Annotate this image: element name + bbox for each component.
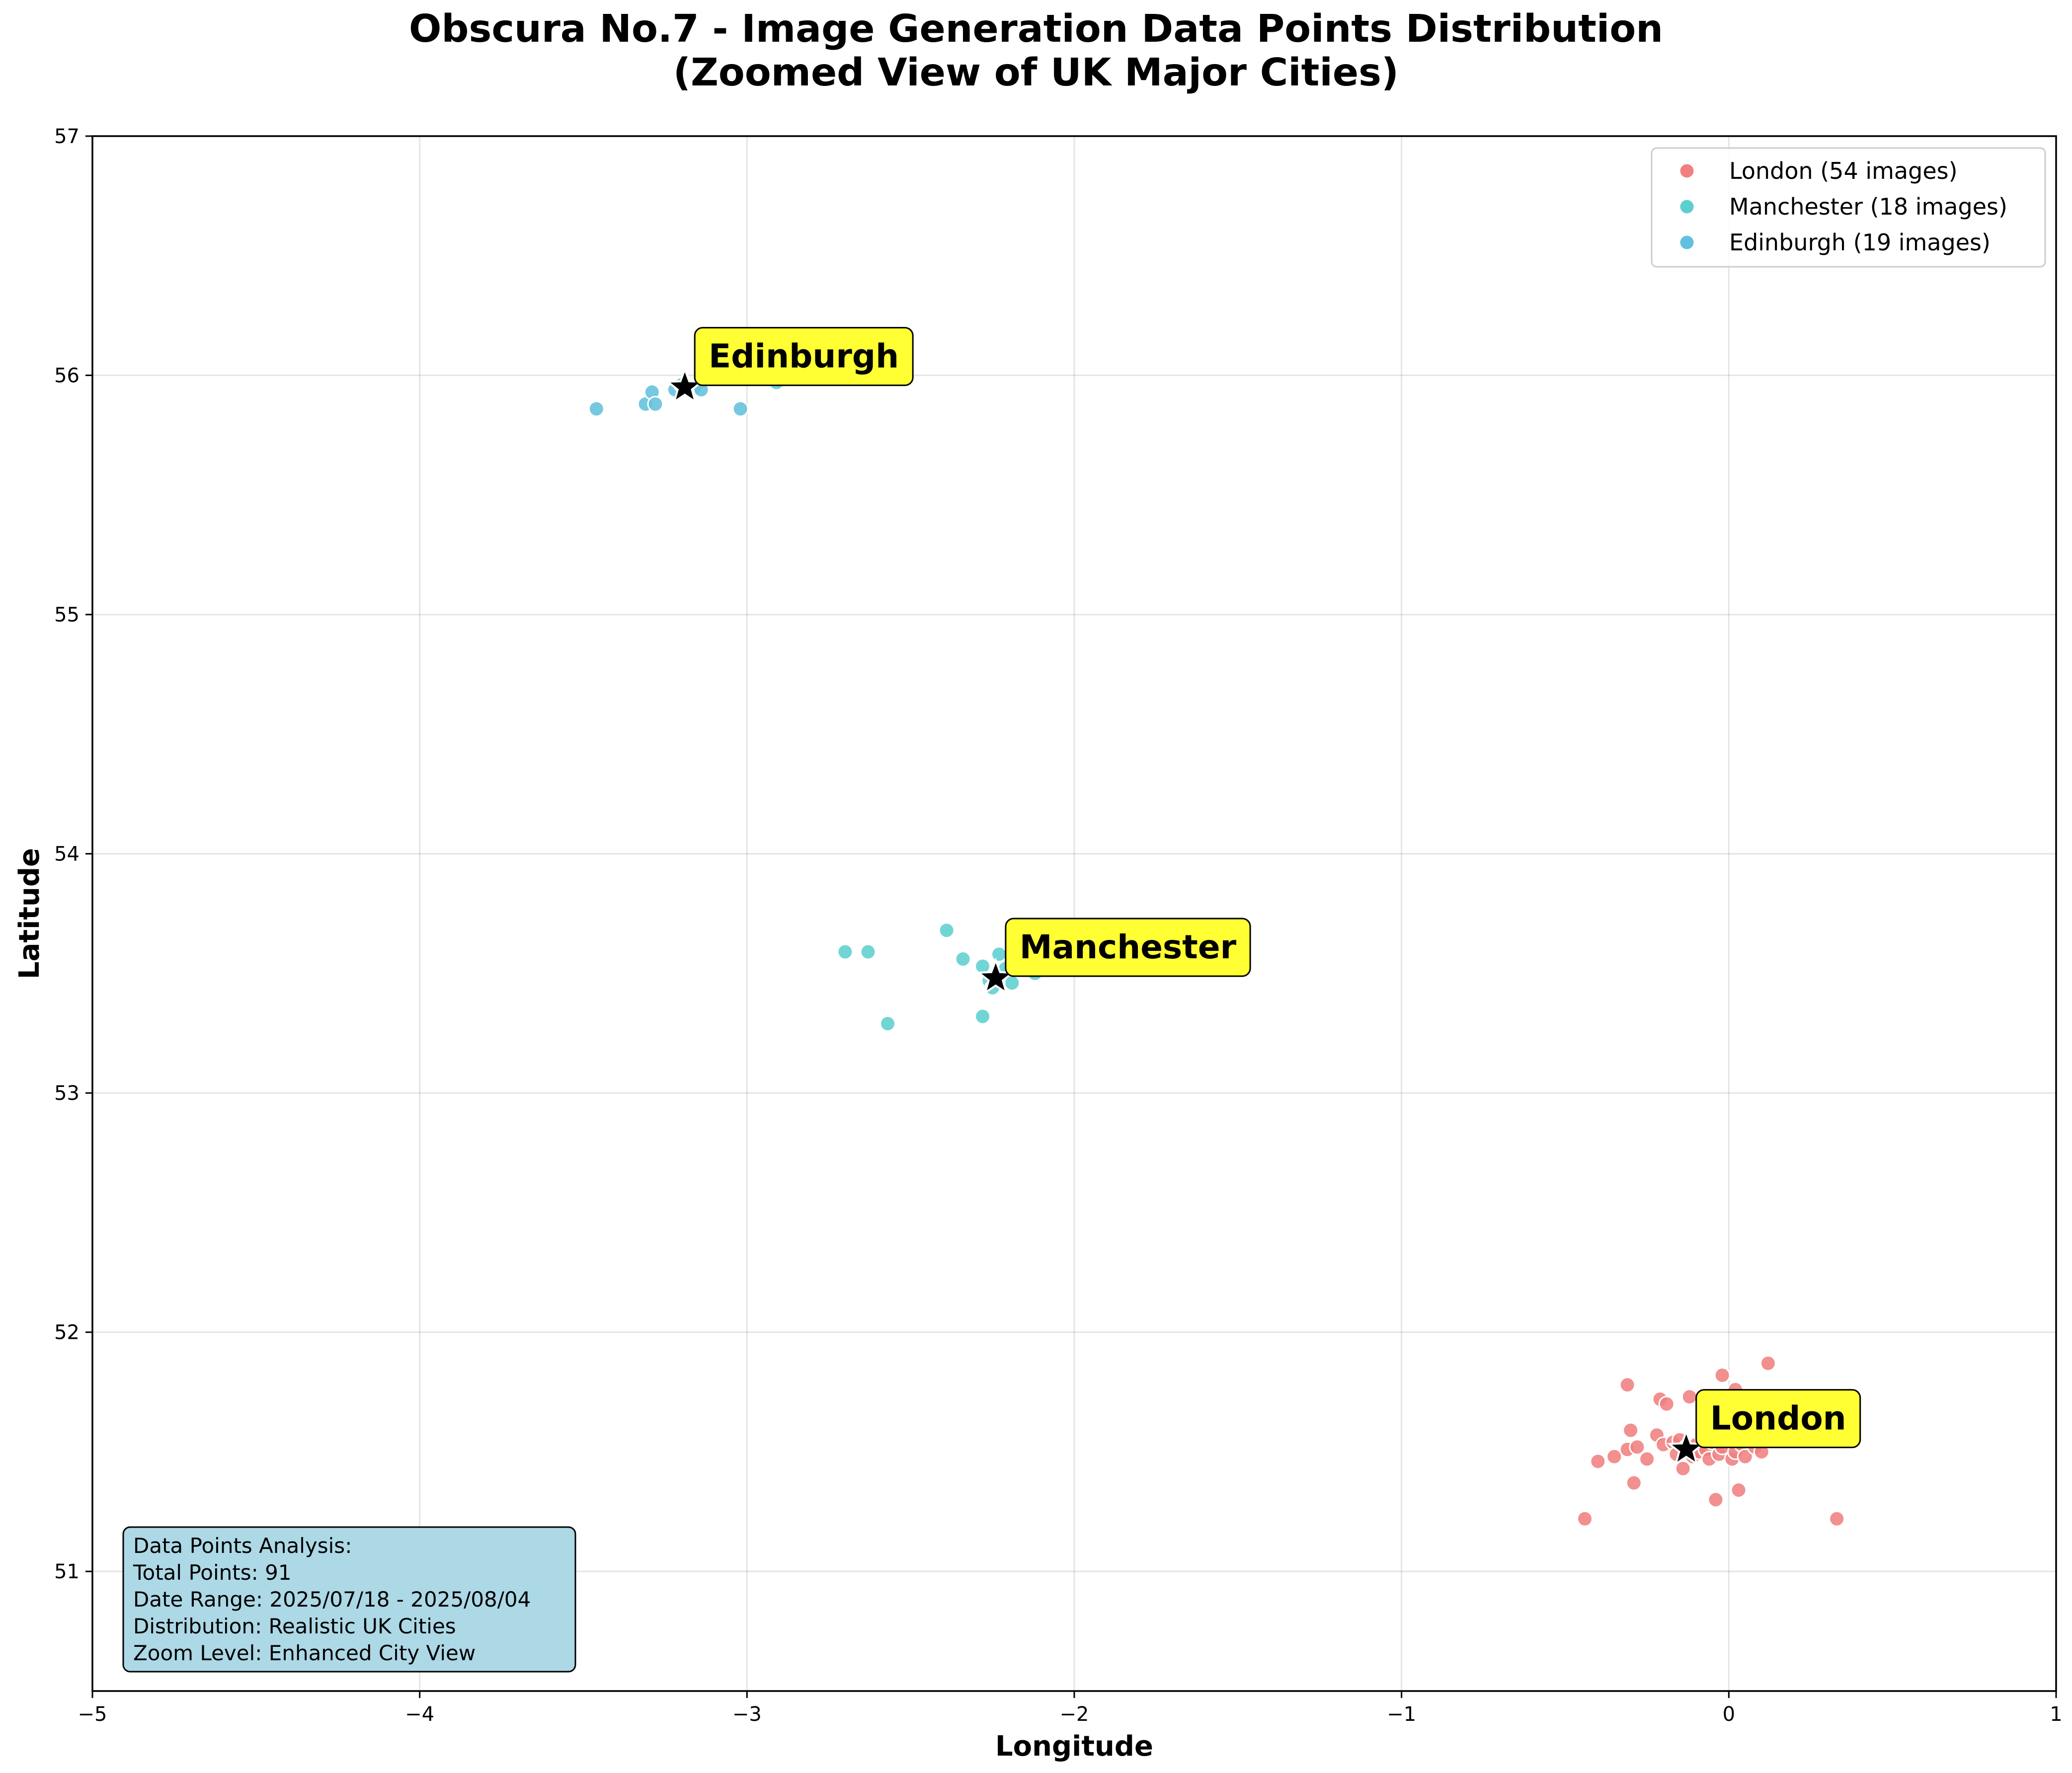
chart-title-line1: Obscura No.7 - Image Generation Data Poi… [409,7,1663,51]
y-tick-label: 51 [54,1560,80,1583]
chart-title-line2: (Zoomed View of UK Major Cities) [673,51,1399,95]
x-axis-label: Longitude [995,1730,1153,1763]
x-tick-label: −4 [405,1703,434,1726]
x-tick-label: −3 [732,1703,762,1726]
x-tick-label: 1 [2050,1703,2062,1726]
x-tick-label: −2 [1060,1703,1089,1726]
data-point [1759,1355,1776,1372]
legend-marker-london [1678,162,1695,179]
info-line-total-points: Total Points: 91 [133,1560,292,1585]
legend-box [1651,147,2046,268]
data-point [647,395,664,412]
y-tick-label: 55 [54,604,80,626]
data-point [955,950,971,967]
data-point [1681,1388,1698,1405]
data-point [1658,1395,1675,1412]
data-point [1622,1422,1639,1439]
city-label: London [1710,1399,1846,1438]
x-tick-label: −5 [78,1703,107,1726]
info-line-distribution: Distribution: Realistic UK Cities [133,1614,456,1638]
data-point [588,400,605,417]
y-tick-label: 52 [54,1321,80,1344]
data-point [938,922,955,939]
data-point [879,1015,896,1032]
data-point [1737,1448,1753,1465]
y-tick-label: 57 [54,125,80,148]
data-point [1629,1439,1646,1456]
y-tick-label: 53 [54,1082,80,1105]
info-box-background [122,1526,576,1673]
data-point [1590,1453,1606,1470]
city-markers: Edinburgh Manchester London [665,327,1861,1466]
legend: London (54 images) Manchester (18 images… [1651,147,2046,268]
legend-marker-edinburgh [1678,234,1695,251]
info-line-zoom-level: Zoom Level: Enhanced City View [133,1641,476,1665]
info-line-date-range: Date Range: 2025/07/18 - 2025/08/04 [133,1587,531,1612]
data-point [1730,1482,1747,1499]
data-point [1619,1377,1636,1393]
legend-label-edinburgh: Edinburgh (19 images) [1729,229,1991,256]
city-label-box [1695,1389,1861,1449]
data-point [837,943,854,960]
legend-label-manchester: Manchester (18 images) [1729,193,2007,220]
legend-label-london: London (54 images) [1729,157,1958,184]
data-point [1674,1460,1691,1477]
y-axis-label: Latitude [13,848,46,979]
data-point [1639,1451,1656,1467]
data-point [991,946,1008,963]
data-point [732,400,749,417]
city-label-box [694,327,914,386]
axis-ticks: −5 −4 −3 −2 −1 0 1 51 52 53 54 55 56 57 [54,125,2063,1726]
data-point [1714,1367,1731,1384]
data-point [860,943,877,960]
x-tick-label: −1 [1387,1703,1416,1726]
city-label-box [1005,918,1251,977]
city-label: Edinburgh [709,337,899,376]
y-tick-label: 54 [54,843,80,866]
y-tick-label: 56 [54,365,80,387]
data-point [1606,1448,1623,1465]
data-point [1625,1474,1642,1491]
data-point [974,1008,991,1025]
x-tick-label: 0 [1723,1703,1735,1726]
data-point [1707,1491,1724,1508]
city-label: Manchester [1020,928,1237,966]
data-points [588,365,1845,1527]
data-point [1829,1510,1845,1527]
data-point [1577,1510,1594,1527]
info-box: Data Points Analysis: Total Points: 91 D… [122,1526,576,1673]
legend-marker-manchester [1678,198,1695,215]
info-line-heading: Data Points Analysis: [133,1534,352,1558]
